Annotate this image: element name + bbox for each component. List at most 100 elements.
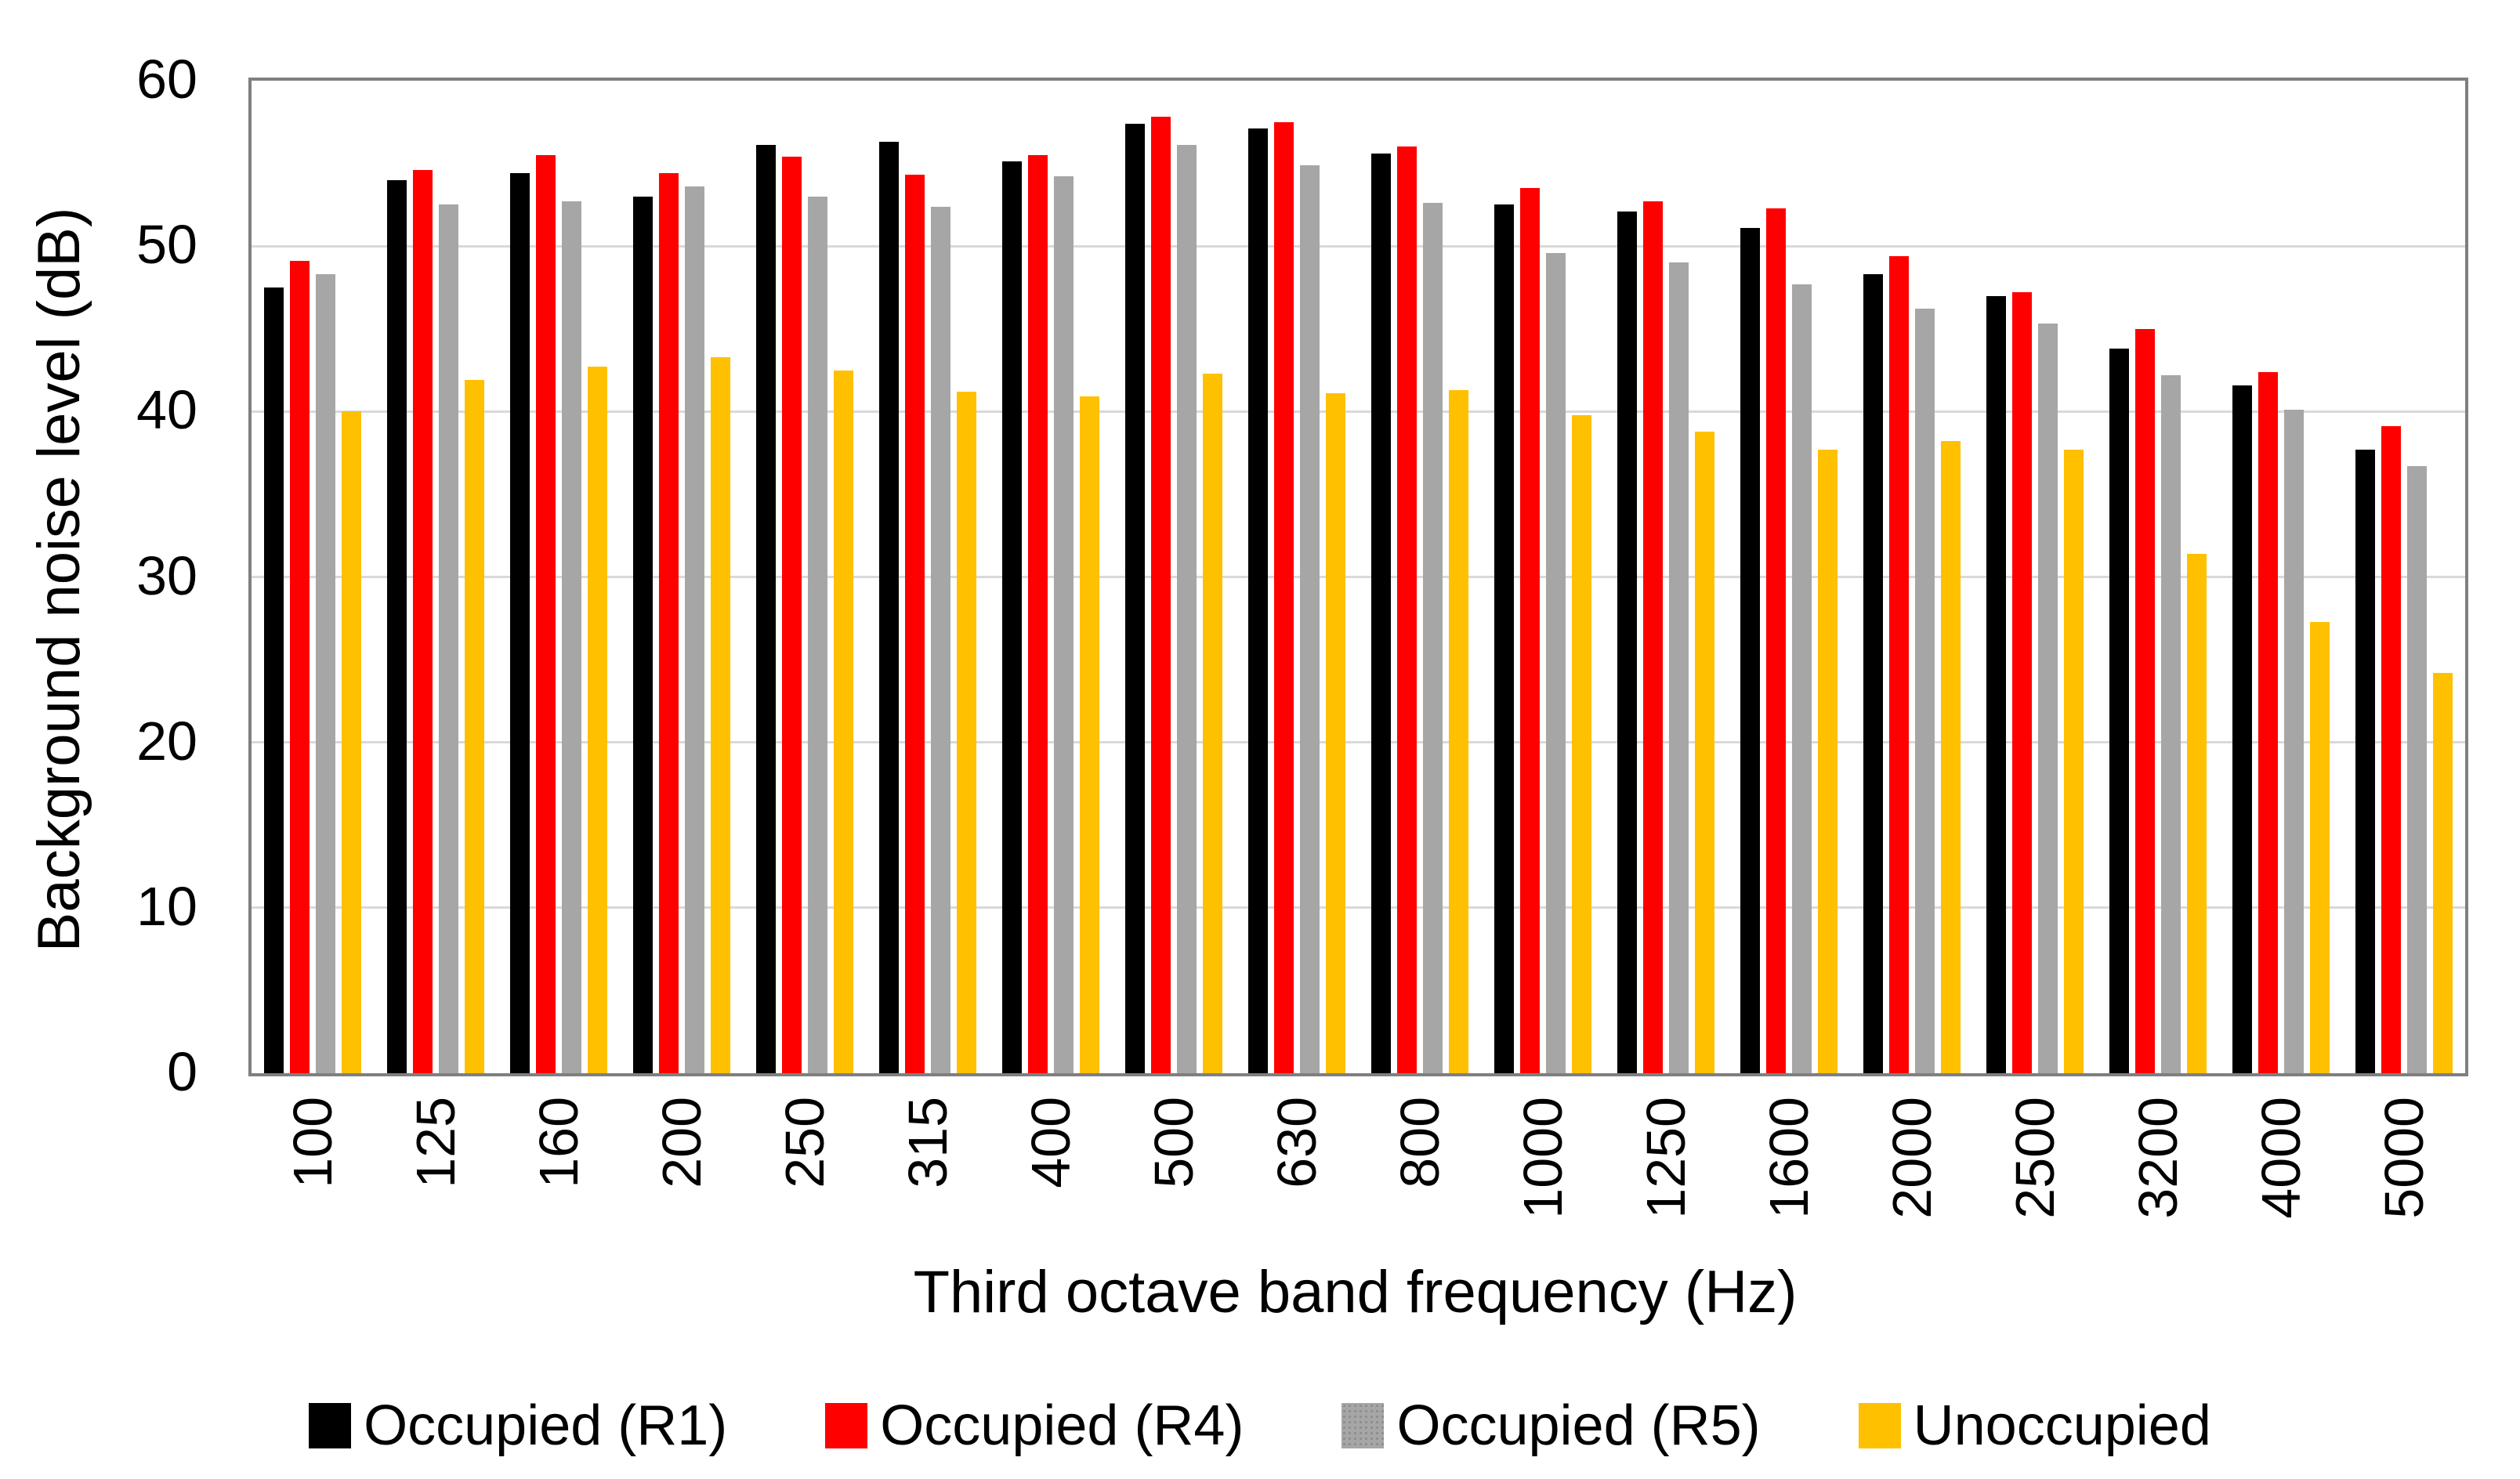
bar-unoccupied-100: [342, 411, 362, 1073]
gridline-50: [252, 244, 2465, 248]
x-tick-label-125: 125: [405, 1097, 467, 1188]
x-tick-label-2500: 2500: [2004, 1097, 2066, 1219]
legend-item-unoccupied: Unoccupied: [1858, 1394, 2211, 1457]
legend-item-occupied-r5: Occupied (R5): [1341, 1394, 1761, 1457]
gridline-20: [252, 741, 2465, 744]
bar-occupied-r4-1600: [1765, 208, 1786, 1073]
bar-occupied-r1-630: [1248, 128, 1269, 1073]
bar-occupied-r5-4000: [2283, 410, 2304, 1073]
y-tick-label-10: 10: [136, 875, 197, 937]
x-tick-label-5000: 5000: [2373, 1097, 2435, 1219]
bar-occupied-r5-2500: [2037, 324, 2058, 1073]
bar-occupied-r5-630: [1300, 165, 1320, 1073]
bar-unoccupied-200: [711, 356, 731, 1073]
legend-label: Occupied (R5): [1396, 1394, 1761, 1457]
bar-occupied-r5-800: [1422, 203, 1443, 1073]
bar-unoccupied-800: [1448, 389, 1468, 1073]
legend-swatch-icon: [825, 1403, 868, 1448]
bar-occupied-r4-500: [1151, 117, 1171, 1073]
bar-occupied-r5-160: [562, 201, 582, 1073]
bar-occupied-r1-200: [633, 196, 654, 1073]
bar-occupied-r5-100: [316, 274, 336, 1073]
y-tick-label-50: 50: [136, 214, 197, 276]
bar-occupied-r4-250: [782, 157, 802, 1073]
bar-occupied-r5-400: [1054, 176, 1074, 1073]
bar-occupied-r4-5000: [2381, 426, 2401, 1073]
bar-occupied-r1-2000: [1863, 274, 1883, 1073]
x-tick-label-1600: 1600: [1758, 1097, 1819, 1219]
y-tick-label-0: 0: [167, 1041, 197, 1102]
bar-unoccupied-160: [588, 367, 608, 1073]
bar-unoccupied-1600: [1817, 449, 1838, 1073]
bar-occupied-r4-4000: [2258, 371, 2278, 1073]
y-tick-label-40: 40: [136, 379, 197, 441]
x-tick-label-500: 500: [1143, 1097, 1205, 1188]
bar-unoccupied-500: [1203, 373, 1223, 1073]
x-tick-label-630: 630: [1266, 1097, 1328, 1188]
bar-occupied-r1-1600: [1740, 227, 1760, 1073]
y-tick-label-20: 20: [136, 710, 197, 772]
bar-occupied-r4-1250: [1642, 201, 1663, 1073]
bar-occupied-r1-1000: [1494, 204, 1514, 1073]
bar-unoccupied-315: [957, 392, 977, 1073]
bar-occupied-r1-800: [1370, 153, 1391, 1073]
legend-label: Occupied (R4): [880, 1394, 1244, 1457]
bar-occupied-r1-400: [1002, 161, 1023, 1073]
x-tick-label-100: 100: [282, 1097, 344, 1188]
bar-occupied-r4-315: [905, 175, 925, 1073]
bar-occupied-r1-2500: [1986, 295, 2006, 1073]
x-tick-label-200: 200: [651, 1097, 713, 1188]
bar-occupied-r1-5000: [2355, 449, 2375, 1073]
bar-occupied-r5-125: [439, 204, 459, 1073]
legend-swatch-icon: [1858, 1403, 1901, 1448]
bar-occupied-r5-500: [1177, 145, 1197, 1073]
x-tick-label-2000: 2000: [1881, 1097, 1942, 1219]
bar-unoccupied-4000: [2309, 621, 2330, 1073]
bar-occupied-r4-2000: [1888, 255, 1909, 1073]
plot-area: [248, 78, 2468, 1076]
bar-occupied-r1-4000: [2232, 385, 2252, 1073]
bar-unoccupied-1250: [1694, 431, 1714, 1073]
bar-occupied-r1-125: [387, 179, 407, 1073]
bar-occupied-r5-250: [808, 196, 828, 1073]
legend-label: Occupied (R1): [364, 1394, 728, 1457]
x-tick-label-3200: 3200: [2127, 1097, 2189, 1219]
bar-unoccupied-125: [465, 380, 485, 1073]
bar-occupied-r4-800: [1396, 146, 1417, 1073]
bar-occupied-r5-1250: [1668, 262, 1689, 1073]
bar-occupied-r4-630: [1274, 121, 1294, 1073]
x-tick-label-160: 160: [528, 1097, 590, 1188]
x-tick-label-800: 800: [1389, 1097, 1450, 1188]
bar-occupied-r5-200: [685, 186, 705, 1073]
legend-swatch-icon: [309, 1403, 352, 1448]
x-tick-label-4000: 4000: [2250, 1097, 2312, 1219]
y-tick-label-30: 30: [136, 544, 197, 606]
bar-unoccupied-400: [1080, 396, 1100, 1073]
bar-occupied-r4-1000: [1519, 188, 1540, 1073]
bar-occupied-r1-1250: [1617, 211, 1637, 1073]
bar-occupied-r1-315: [879, 142, 900, 1073]
x-tick-label-250: 250: [774, 1097, 836, 1188]
bar-unoccupied-1000: [1571, 414, 1591, 1073]
bar-unoccupied-5000: [2432, 672, 2453, 1073]
legend-swatch-icon: [1341, 1403, 1385, 1448]
bar-occupied-r5-315: [931, 206, 951, 1073]
bar-occupied-r5-1600: [1791, 284, 1812, 1073]
bar-occupied-r1-250: [756, 145, 777, 1073]
bar-occupied-r1-3200: [2109, 349, 2129, 1073]
gridline-40: [252, 410, 2465, 413]
bar-occupied-r4-100: [290, 261, 310, 1073]
bar-occupied-r5-1000: [1545, 252, 1566, 1073]
bar-unoccupied-630: [1326, 393, 1346, 1073]
bar-unoccupied-2000: [1940, 441, 1961, 1073]
legend-item-occupied-r4: Occupied (R4): [825, 1394, 1244, 1457]
bar-occupied-r1-500: [1125, 123, 1146, 1073]
bar-occupied-r5-3200: [2160, 374, 2181, 1073]
bar-occupied-r1-100: [264, 287, 284, 1073]
bar-occupied-r4-400: [1028, 155, 1048, 1073]
bar-unoccupied-250: [834, 370, 854, 1073]
bar-occupied-r1-160: [510, 173, 530, 1073]
bar-occupied-r5-5000: [2406, 466, 2427, 1073]
x-tick-label-1250: 1250: [1635, 1097, 1696, 1219]
